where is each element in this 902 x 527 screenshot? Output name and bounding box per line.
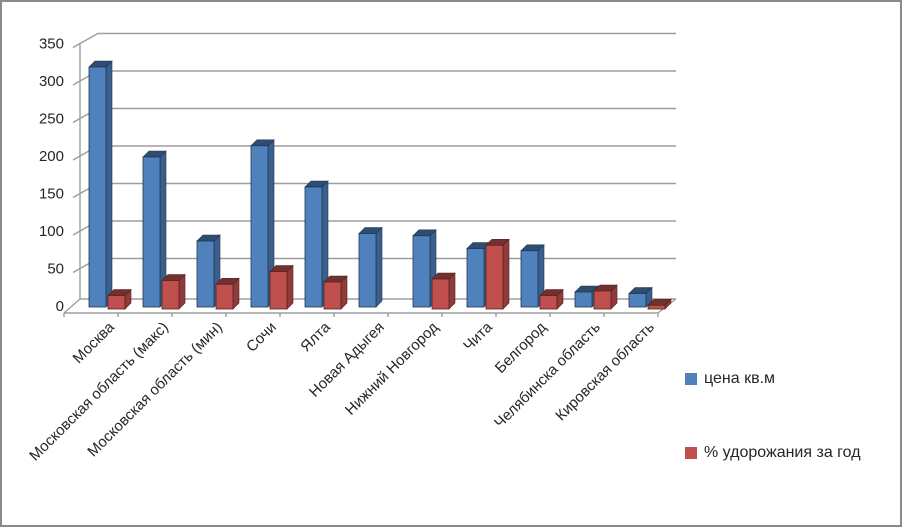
bar-price-4: [304, 180, 329, 308]
bar-growth-6: [431, 272, 456, 310]
bar-price-10: [628, 286, 653, 308]
bar-price-6: [412, 229, 437, 308]
legend: цена кв.м % удорожания за год: [685, 2, 900, 525]
y-axis-tick-label: 350: [39, 36, 64, 53]
x-axis-category-label: Челябинска область: [491, 319, 604, 432]
x-axis-category-label: Ялта: [297, 318, 334, 355]
bar-growth-10: [647, 298, 672, 310]
legend-swatch-growth-icon: [685, 447, 697, 459]
gridline: [72, 32, 676, 49]
legend-label-price: цена кв.м: [704, 370, 776, 387]
x-axis-category-label: Нижний Новгород: [342, 319, 442, 419]
bar-growth-2: [215, 277, 240, 310]
bar-growth-3: [269, 264, 294, 310]
bar-growth-1: [161, 273, 186, 310]
legend-item-growth: % удорожания за год: [685, 444, 861, 462]
y-axis-tick-label: 150: [39, 186, 64, 203]
bar-price-2: [196, 234, 221, 308]
gridline: [72, 107, 676, 124]
y-axis-tick-label: 100: [39, 223, 64, 240]
bar-price-1: [142, 150, 167, 308]
bar-price-3: [250, 139, 275, 308]
bar-price-5: [358, 226, 383, 308]
y-axis-tick-label: 250: [39, 111, 64, 128]
legend-swatch-price-icon: [685, 373, 697, 385]
y-axis-tick-label: 200: [39, 148, 64, 165]
bar-growth-7: [485, 238, 510, 310]
bar-price-0: [88, 60, 113, 308]
x-axis-category-label: Сочи: [243, 319, 280, 356]
x-axis-category-label: Москва: [70, 318, 119, 367]
x-axis-category-label: Кировская область: [552, 319, 658, 425]
y-axis-tick-label: 50: [47, 261, 64, 278]
legend-item-price: цена кв.м: [685, 370, 775, 388]
x-axis-category-label: Чита: [460, 318, 496, 354]
bar-growth-8: [539, 288, 564, 310]
bar-price-8: [520, 244, 545, 308]
bar-growth-9: [593, 284, 618, 310]
legend-label-growth: % удорожания за год: [704, 444, 861, 461]
y-axis-tick-label: 0: [56, 298, 64, 315]
bar-growth-0: [107, 288, 132, 310]
bar-growth-4: [323, 275, 348, 310]
y-axis-tick-label: 300: [39, 73, 64, 90]
gridline: [72, 70, 676, 86]
